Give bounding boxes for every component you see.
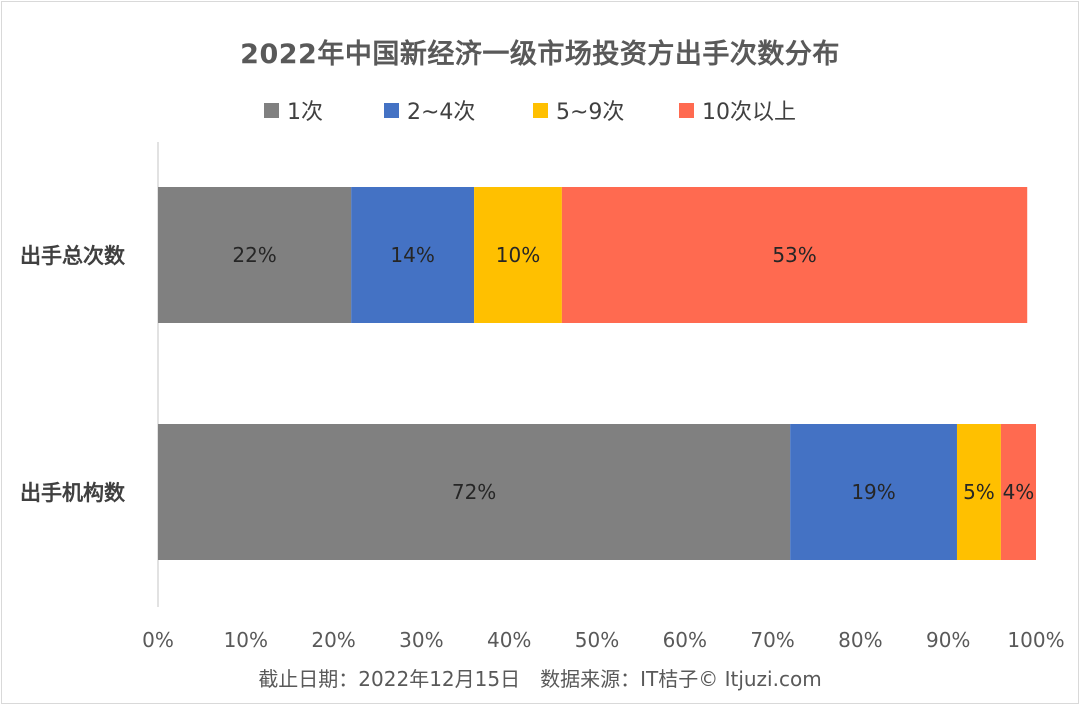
x-tick-label: 80%	[838, 628, 882, 652]
x-tick-label: 50%	[575, 628, 619, 652]
legend-swatch	[533, 102, 548, 118]
bar-segment	[474, 187, 562, 323]
x-tick-label: 100%	[1007, 628, 1064, 652]
data-label: 22%	[232, 243, 276, 267]
x-tick-label: 20%	[311, 628, 355, 652]
legend-swatch	[264, 102, 279, 118]
category-label: 出手总次数	[20, 244, 126, 268]
data-label: 4%	[1003, 480, 1035, 504]
bar-segment	[1000, 424, 1036, 560]
legend-swatch	[384, 102, 399, 118]
legend-item: 1次	[264, 94, 323, 126]
bar-segment	[158, 187, 352, 323]
bar-segment	[956, 424, 1001, 560]
legend-label: 10次以上	[702, 100, 796, 125]
data-label: 5%	[963, 480, 995, 504]
legend-swatch	[679, 102, 694, 118]
x-tick-label: 90%	[926, 628, 970, 652]
x-tick-label: 10%	[224, 628, 268, 652]
data-label: 72%	[452, 480, 496, 504]
x-tick-label: 60%	[663, 628, 707, 652]
chart-title: 2022年中国新经济一级市场投资方出手次数分布	[240, 39, 840, 70]
data-label: 14%	[390, 243, 434, 267]
bar-segment	[561, 187, 1028, 323]
x-tick-label: 30%	[399, 628, 443, 652]
data-label: 10%	[496, 243, 540, 267]
legend-label: 5~9次	[556, 100, 625, 125]
data-label: 53%	[772, 243, 816, 267]
footer-source: 截止日期：2022年12月15日 数据来源：IT桔子© Itjuzi.com	[258, 667, 822, 691]
legend-label: 1次	[287, 100, 323, 125]
legend-item: 10次以上	[679, 94, 796, 126]
legend-item: 2~4次	[384, 94, 475, 126]
legend-label: 2~4次	[407, 100, 476, 125]
x-tick-label: 70%	[750, 628, 794, 652]
bar-segment	[158, 424, 791, 560]
data-label: 19%	[851, 480, 895, 504]
x-tick-label: 0%	[142, 628, 174, 652]
legend-item: 5~9次	[533, 94, 624, 126]
x-tick-label: 40%	[487, 628, 531, 652]
category-label: 出手机构数	[20, 481, 126, 505]
bar-segment	[351, 187, 475, 323]
bar-segment	[790, 424, 957, 560]
